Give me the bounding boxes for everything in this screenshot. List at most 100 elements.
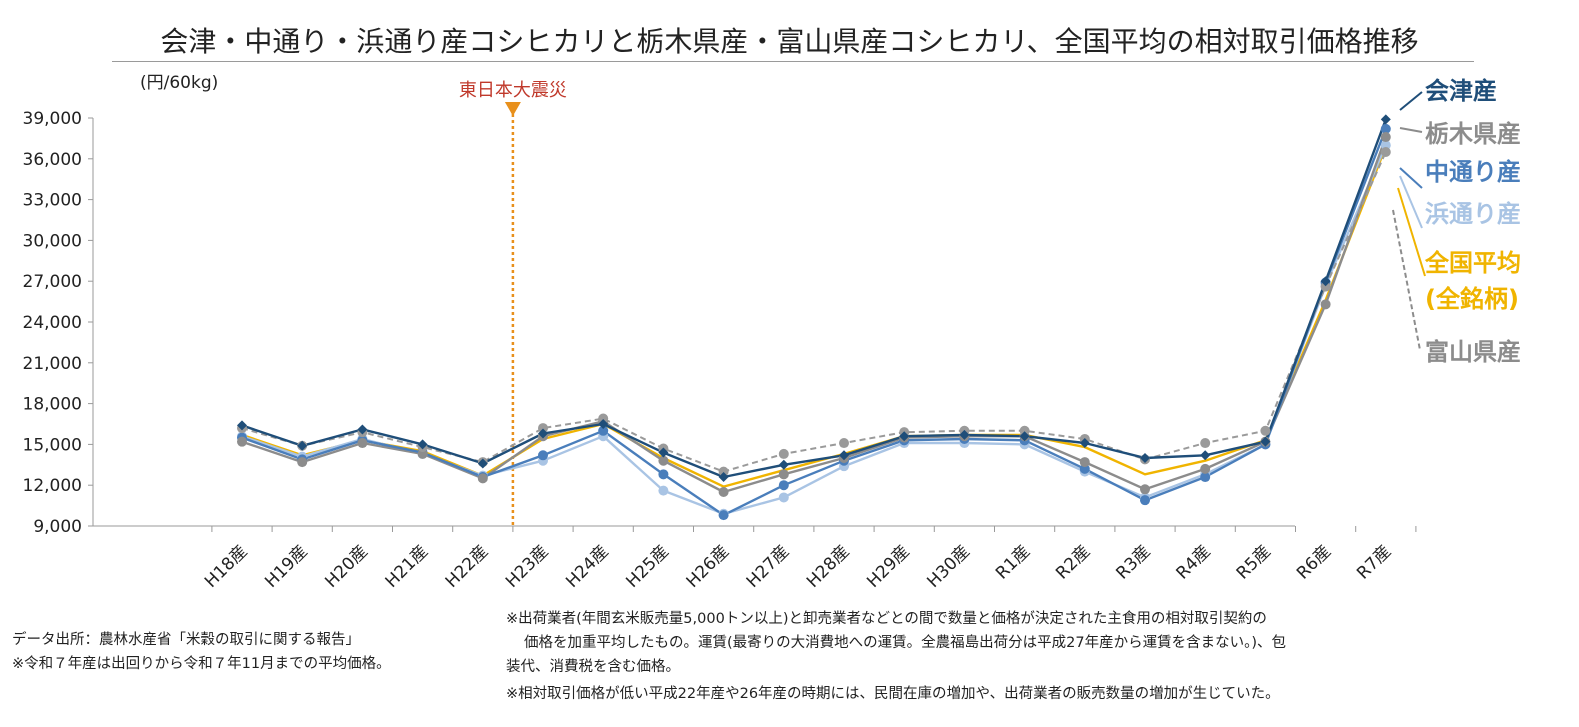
data-point [297,457,308,468]
series-line-1 [241,136,1387,494]
y-tick-label: 15,000 [23,435,82,455]
data-point [1260,436,1271,447]
data-point [1380,123,1391,134]
data-point [1320,299,1331,310]
data-point [658,447,669,458]
data-point [1079,438,1090,449]
legend-connector [1392,209,1421,351]
data-point [1019,425,1030,436]
y-tick-label: 39,000 [23,109,82,129]
data-point [1200,472,1211,483]
data-point [718,466,729,477]
data-point [718,487,729,497]
x-tick-label: H29産 [863,541,914,592]
y-tick-label: 36,000 [23,150,82,170]
event-label: 東日本大震災 [459,80,567,101]
data-point [658,485,669,496]
series-line-4 [241,146,1387,488]
data-point [538,423,548,434]
legend-label: 会津産 [1425,77,1497,105]
data-point [538,428,548,439]
y-tick-label: 30,000 [23,231,82,251]
method-note-line2: 価格を加重平均したもの。運賃(最寄りの大消費地への運賃。全農福島出荷分は平成27… [524,635,1287,651]
x-tick-label: R2産 [1052,541,1094,583]
r7-note: ※令和７年産は出回りから令和７年11月までの平均価格。 [12,656,391,672]
y-tick-label: 27,000 [23,272,82,292]
series-markers [237,114,1391,521]
data-point [778,480,789,491]
data-point [959,429,970,440]
data-point [237,420,247,431]
data-point [417,439,428,450]
data-point [1200,450,1211,461]
data-point [1019,431,1030,442]
data-point [598,425,609,436]
y-tick-label: 12,000 [23,476,82,496]
title-underline [112,61,1474,62]
legend-connector [1397,187,1426,277]
x-tick-label: H25産 [622,541,673,592]
legend-connector [1399,91,1423,111]
series-line-2 [241,128,1387,517]
data-point [1200,463,1211,474]
earthquake-event: 東日本大震災 [459,80,567,526]
x-tick-label: R1産 [992,541,1034,583]
data-point [1380,114,1391,125]
method-note-line1: ※出荷業者(年間玄米販売量5,000トン以上)と卸売業者などとの間で数量と価格が… [506,611,1267,627]
legend-label: 栃木県産 [1425,120,1521,148]
legend-label: 全国平均(全銘柄) [1424,249,1521,313]
x-tick-label: H18産 [201,541,252,592]
data-point [718,472,729,483]
data-point [899,431,910,442]
data-point [538,450,548,461]
x-tick-label: R4産 [1173,541,1215,583]
data-point [477,458,488,469]
x-tick-label: H24産 [562,541,613,592]
data-point [778,459,789,470]
y-axis-unit: (円/60kg) [140,73,218,93]
data-point [357,424,368,435]
data-point [357,438,368,449]
data-point [658,469,669,480]
data-point [1140,484,1150,495]
data-point [1320,281,1331,292]
event-marker-triangle [504,102,521,116]
data-point [1200,438,1211,449]
legend-connector [1399,175,1423,229]
x-tick-label: R3産 [1112,541,1154,583]
data-point [1320,276,1331,287]
x-tick-label: H21産 [382,541,433,592]
data-point [778,448,789,459]
series-line-0 [241,118,1387,479]
axes [88,117,1417,532]
series-line-5 [241,151,1387,473]
data-point [1260,425,1271,436]
data-point [778,492,789,503]
y-tick-labels: 9,000 12,000 15,000 18,000 21,000 24,000 27,00… [23,73,219,537]
x-tick-label: H28産 [803,541,854,592]
legend-label: 富山県産 [1425,338,1521,366]
y-tick-label: 9,000 [33,517,82,537]
y-tick-label: 18,000 [23,395,82,415]
x-tick-label: R7産 [1353,541,1395,583]
legend-connector [1399,167,1423,189]
legend-label: 中通り産 [1425,158,1521,186]
data-point [1140,453,1150,463]
legend-label: 浜通り産 [1425,200,1521,228]
x-tick-label: H19産 [261,541,312,592]
x-tick-label: R6産 [1293,541,1335,583]
data-point [1380,147,1391,157]
x-tick-label: R5産 [1233,541,1275,583]
data-point [839,450,849,461]
legend-connector [1399,127,1423,133]
data-point [778,469,789,480]
series-lines [241,118,1387,517]
x-tick-label: H26産 [683,541,734,592]
source-note: データ出所：農林水産省「米穀の取引に関する報告」 [12,632,360,648]
y-tick-label: 24,000 [23,313,82,333]
data-point [839,438,849,449]
data-point [297,440,308,451]
data-point [1380,132,1391,143]
